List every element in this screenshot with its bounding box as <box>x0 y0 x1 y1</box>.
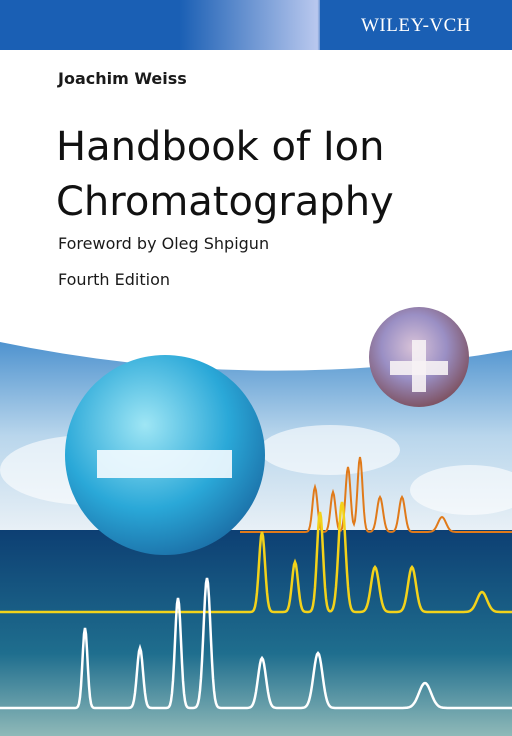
foreword: Foreword by Oleg Shpigun <box>58 234 269 253</box>
cloud <box>410 465 512 515</box>
author: Joachim Weiss <box>57 69 187 88</box>
plus-sign <box>412 340 426 392</box>
edition: Fourth Edition <box>58 270 170 289</box>
title-line: Handbook of Ion <box>56 124 384 170</box>
title-line: Chromatography <box>56 179 394 225</box>
chromatogram-trace <box>240 456 512 533</box>
minus-sign <box>97 450 232 478</box>
chromatogram-trace <box>0 501 512 614</box>
sea <box>0 530 512 736</box>
cloud <box>260 425 400 475</box>
publisher: WILEY-VCH <box>361 15 471 36</box>
chromatogram-trace <box>0 577 512 710</box>
publisher-box <box>320 0 512 50</box>
